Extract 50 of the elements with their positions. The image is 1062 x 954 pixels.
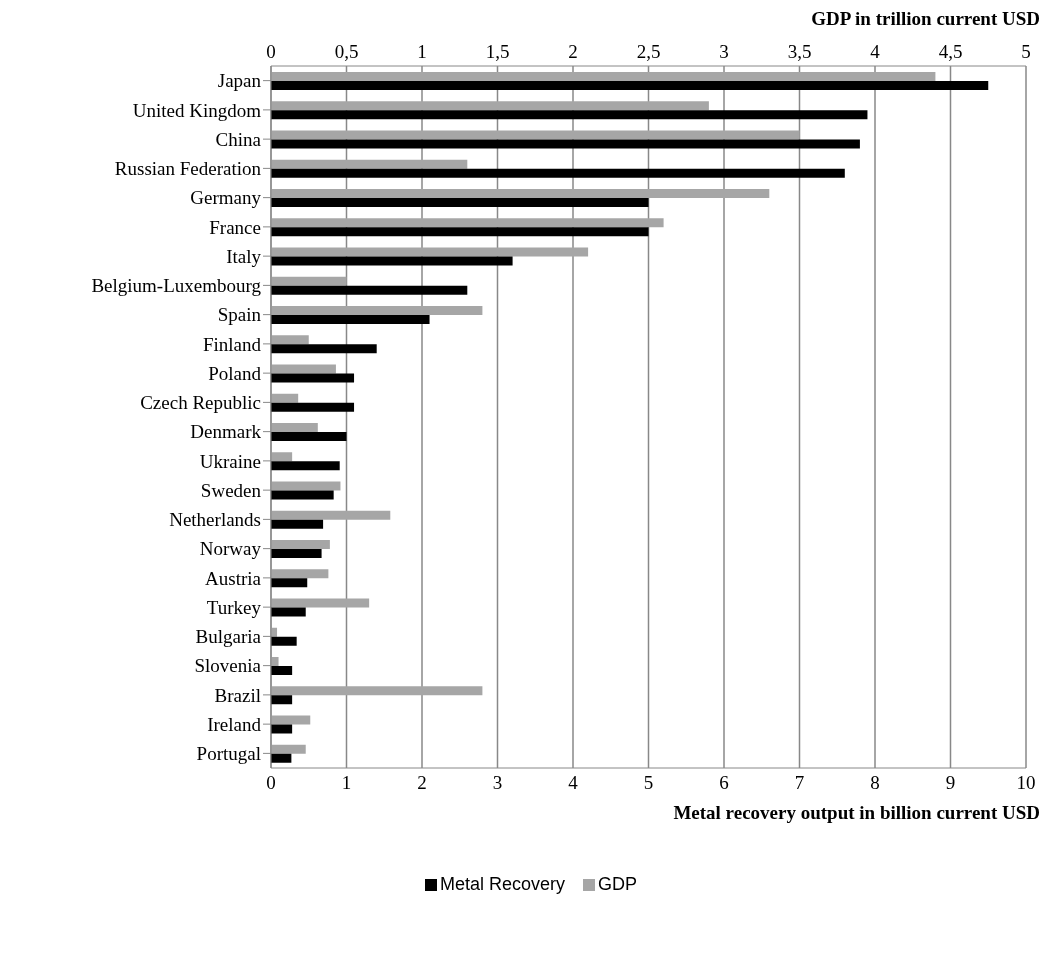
y-tick-label: Finland [202,333,262,355]
x-tick-label: 0 [266,772,276,794]
x-tick-label: 9 [945,772,956,794]
x-tick-label: 8 [870,772,880,794]
x2-tick-label: 2 [568,41,578,62]
y-tick-label: Ukraine [199,450,261,472]
legend-label: GDP [597,874,638,895]
y-tick-label: Ireland [207,713,262,735]
y-tick-label: Denmark [190,421,262,443]
x2-tick-label: 1,5 [485,41,510,62]
x2-tick-label: 4,5 [938,41,963,62]
y-tick-label: Czech Republic [140,392,261,414]
y-tick-label: Turkey [206,596,262,618]
legend-label: Metal Recovery [438,874,566,895]
x-tick-label: 10 [1016,772,1036,794]
y-tick-label: Netherlands [169,509,261,531]
x2-tick-label: 0,5 [334,41,359,62]
x2-axis-title: GDP in trillion current USD [810,8,1041,31]
y-tick-label: Italy [226,245,262,267]
x2-tick-label: 4 [870,41,881,62]
x2-tick-label: 5 [1021,41,1031,62]
y-tick-label: Slovenia [194,655,262,677]
y-tick-label: Poland [208,362,262,384]
y-tick-label: Japan [217,70,262,92]
x2-tick-label: 3,5 [787,41,812,62]
x2-tick-label: 0 [266,41,276,62]
y-tick-label: Brazil [214,684,261,706]
y-tick-label: Bulgaria [195,626,262,648]
x2-tick-label: 1 [417,41,427,62]
y-tick-label: Austria [205,567,262,589]
y-tick-label: Belgium-Luxembourg [91,275,262,297]
x-tick-label: 1 [341,772,352,794]
y-tick-label: Norway [199,538,262,560]
x-tick-label: 7 [794,772,805,794]
y-tick-label: Sweden [200,479,262,501]
x-tick-label: 5 [643,772,654,794]
x2-tick-label: 2,5 [636,41,661,62]
y-tick-label: France [209,216,261,238]
y-tick-label: Spain [217,304,262,326]
y-tick-label: Portugal [196,743,261,765]
x-tick-label: 6 [719,772,729,794]
y-tick-label: Germany [190,187,262,209]
y-tick-label: United Kingdom [132,99,262,121]
y-tick-label: Russian Federation [114,158,262,180]
x-tick-label: 2 [417,772,427,794]
x2-tick-label: 3 [719,41,729,62]
x-axis-title: Metal recovery output in billion current USD [672,802,1041,824]
x-tick-label: 4 [568,772,579,794]
y-tick-label: China [215,128,262,150]
x-tick-label: 3 [492,772,503,794]
